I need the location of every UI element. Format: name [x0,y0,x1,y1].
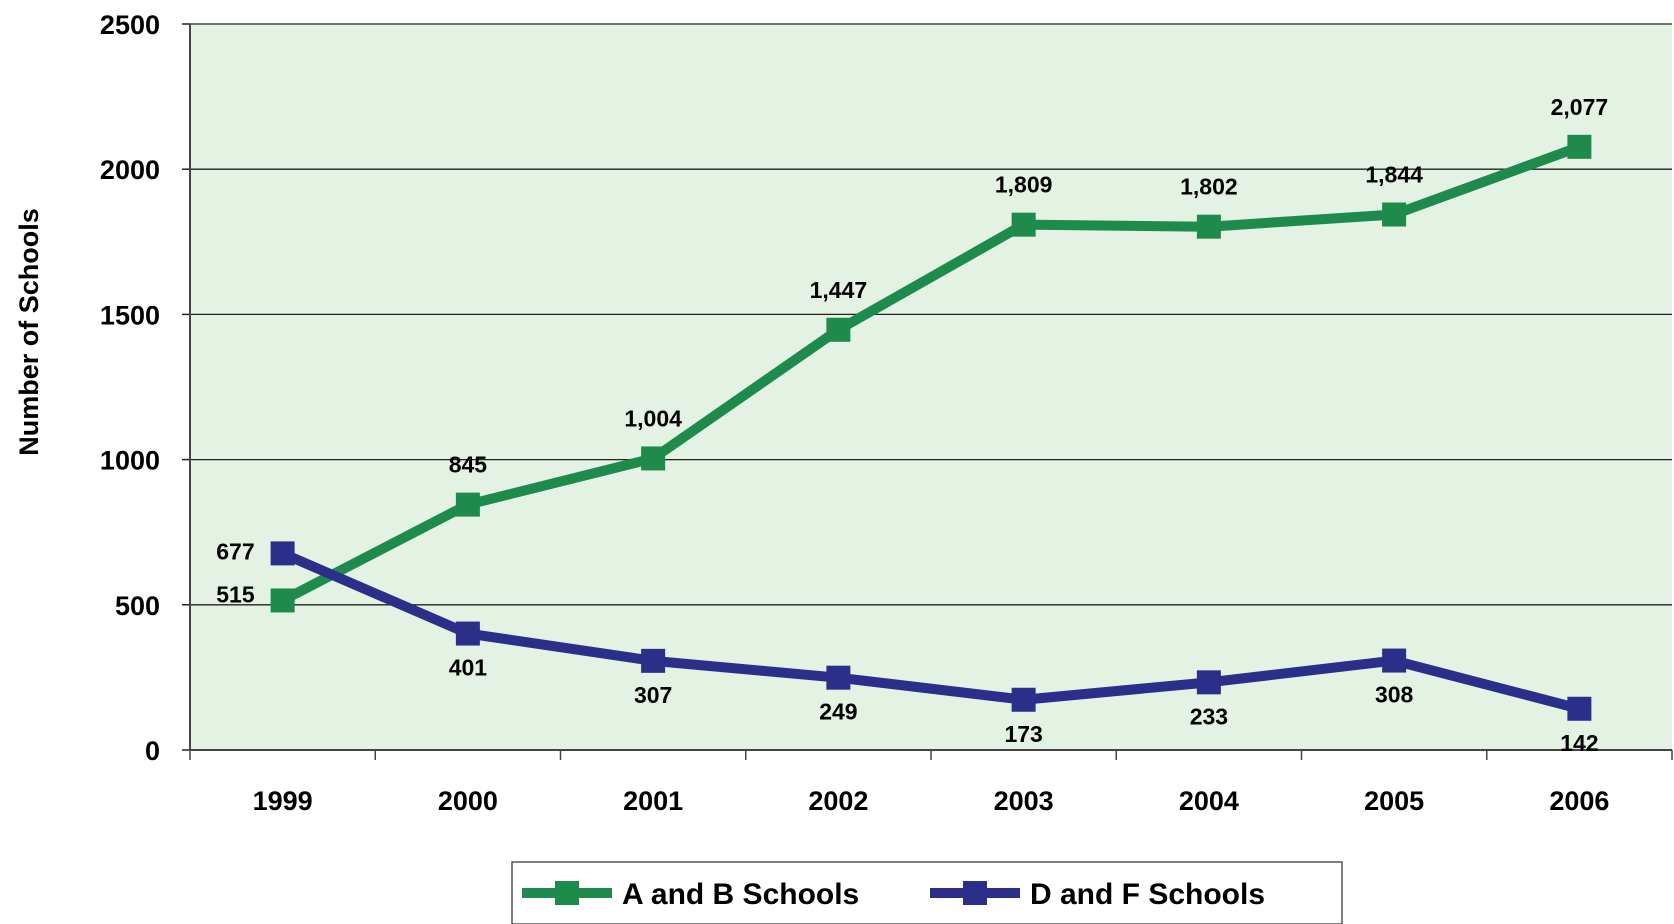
y-axis-title: Number of Schools [14,208,44,456]
series-1-marker [1011,687,1036,712]
series-0-marker [1011,212,1036,237]
plot-area [190,24,1672,750]
series-1-data-label: 233 [1190,703,1228,729]
series-1-data-label: 142 [1560,730,1598,756]
series-1-marker [641,648,666,673]
x-tick-label: 2002 [808,786,868,816]
series-0-data-label: 845 [449,452,488,478]
legend-label-0: A and B Schools [622,878,859,911]
gridlines [190,23,1672,606]
series-0-marker [455,492,480,517]
series-line-1 [280,548,1581,714]
x-tick-label: 2001 [623,786,683,816]
y-tick-label: 2000 [100,155,160,185]
series-0-data-label: 1,447 [810,277,868,303]
series-0-marker [270,588,295,613]
series-1-marker [1382,648,1407,673]
legend: A and B Schools D and F Schools [511,861,1343,924]
series-1-data-label: 308 [1375,682,1414,708]
series-0-marker [1382,202,1407,227]
data-labels: 515 845 1,004 1,447 1,809 1,802 1,844 2,077 677 4… [216,94,1608,756]
legend-swatch-marker-1 [963,881,987,905]
series-1-data-label: 173 [1004,721,1042,747]
x-tick-label: 2005 [1364,786,1424,816]
series-0-marker [641,446,666,471]
series-0-marker [1196,214,1221,239]
series-layer [270,134,1592,721]
series-0-data-label: 1,844 [1365,162,1423,188]
legend-box [511,861,1343,924]
y-tick-label: 1500 [100,300,160,330]
y-tick-label: 1000 [100,446,160,476]
legend-label-1: D and F Schools [1030,878,1265,911]
y-tick-label: 2500 [100,10,160,40]
series-0-data-label: 1,809 [995,172,1053,198]
series-1-marker [826,665,851,690]
x-tick-label: 2006 [1549,786,1609,816]
series-1-marker [455,621,480,646]
series-1-data-label: 249 [819,699,857,725]
series-0-data-label: 1,004 [624,405,682,431]
series-0-marker [826,317,851,342]
series-1-data-label: 307 [634,682,672,708]
x-tick-label: 2004 [1179,786,1239,816]
series-1-data-label: 677 [216,538,254,564]
y-tick-label: 0 [145,736,160,766]
x-tick-label: 2000 [438,786,498,816]
series-1-marker [1196,670,1221,695]
series-0-data-label: 515 [216,581,255,607]
series-0-data-label: 2,077 [1551,94,1609,120]
x-tick-label: 1999 [253,786,313,816]
legend-swatch-marker-0 [555,881,579,905]
series-1-data-label: 401 [449,655,488,681]
series-line-0 [280,142,1582,605]
series-1-marker [1567,696,1592,721]
series-0-data-label: 1,802 [1180,174,1238,200]
y-tick-label: 500 [115,591,160,621]
series-1-marker [270,541,295,566]
axes: 0 500 1000 1500 2000 2500 1999 2000 2001 2002 2003… [100,10,1673,816]
series-0-marker [1567,134,1592,159]
x-tick-label: 2003 [994,786,1054,816]
